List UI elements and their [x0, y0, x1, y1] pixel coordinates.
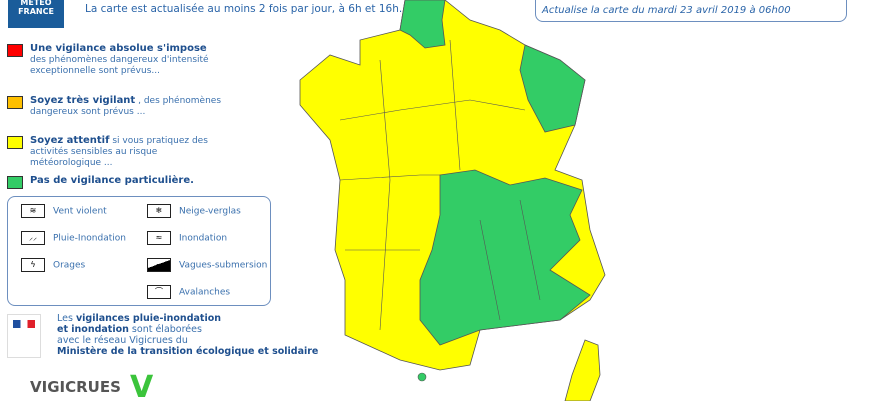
- zone-green-north: [399, 0, 446, 49]
- zone-green-dot: [417, 372, 427, 382]
- phenomenon-waves: ~ Vagues-submersion: [147, 258, 267, 272]
- zone-green-centre-east: [419, 169, 591, 346]
- phenomena-legend: ≋ Vent violent ❄ Neige-verglas ⸝⸝ Pluie-Ino…: [7, 196, 271, 306]
- phenomenon-wind: ≋ Vent violent: [21, 204, 107, 218]
- ministry-logo: [7, 314, 41, 358]
- phenomenon-flood: ≈ Inondation: [147, 231, 227, 245]
- zone-green-northeast: [519, 44, 586, 133]
- wind-icon: ≋: [21, 204, 45, 218]
- phenomenon-snow: ❄ Neige-verglas: [147, 204, 241, 218]
- vigilance-v-logo: V: [130, 370, 154, 405]
- waves-icon: ~: [147, 258, 171, 272]
- update-date: Actualise la carte du mardi 23 avril 201…: [542, 5, 791, 16]
- avalanche-icon: ⌒: [147, 285, 171, 299]
- corsica: [564, 339, 601, 401]
- ministry-text: Les vigilances pluie-inondation et inonda…: [57, 313, 319, 357]
- rain-flood-icon: ⸝⸝: [21, 231, 45, 245]
- storm-icon: ϟ: [21, 258, 45, 272]
- update-frequency-text: La carte est actualisée au moins 2 fois …: [85, 3, 403, 15]
- meteo-france-logo[interactable]: MÉTÉO FRANCE: [8, 0, 64, 28]
- snow-ice-icon: ❄: [147, 204, 171, 218]
- department-borders: [339, 39, 541, 331]
- update-box: Actualise la carte du mardi 23 avril 201…: [535, 0, 847, 22]
- phenomenon-storm: ϟ Orages: [21, 258, 85, 272]
- phenomenon-avalanche: ⌒ Avalanches: [147, 285, 230, 299]
- flood-icon: ≈: [147, 231, 171, 245]
- vigicrues-logo[interactable]: VIGICRUES: [30, 378, 121, 396]
- phenomenon-rain: ⸝⸝ Pluie-Inondation: [21, 231, 126, 245]
